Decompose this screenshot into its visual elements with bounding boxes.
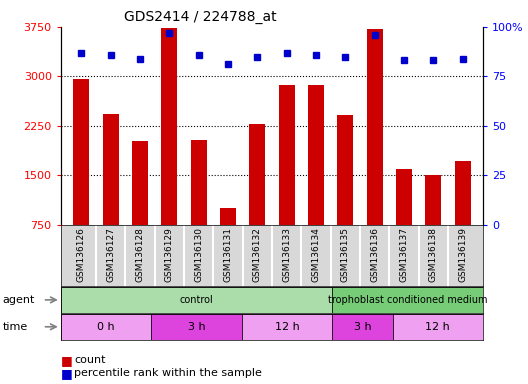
Bar (337, 114, 353, 225)
Bar (191, 140, 206, 225)
Text: 0 h: 0 h (97, 322, 115, 332)
Text: ■: ■ (61, 354, 72, 367)
Text: agent: agent (3, 295, 35, 305)
Bar (425, 175, 441, 225)
Bar (161, 28, 177, 225)
Text: GDS2414 / 224788_at: GDS2414 / 224788_at (124, 10, 277, 25)
Bar (102, 114, 119, 225)
Text: GSM136138: GSM136138 (429, 227, 438, 282)
Bar (279, 85, 295, 225)
Bar (366, 29, 383, 225)
Bar (73, 79, 89, 225)
Bar (396, 169, 412, 225)
Text: GSM136139: GSM136139 (458, 227, 467, 282)
Bar (220, 208, 236, 225)
Text: 12 h: 12 h (275, 322, 299, 332)
Text: GSM136128: GSM136128 (135, 227, 145, 282)
Text: GSM136137: GSM136137 (399, 227, 409, 282)
Text: GSM136136: GSM136136 (370, 227, 379, 282)
Text: ■: ■ (61, 367, 72, 380)
Bar (393, 314, 483, 340)
Text: percentile rank within the sample: percentile rank within the sample (74, 368, 262, 378)
Bar (249, 124, 265, 225)
Text: GSM136129: GSM136129 (165, 227, 174, 282)
Bar (61, 314, 151, 340)
Text: GSM136127: GSM136127 (106, 227, 115, 282)
Bar (132, 141, 148, 225)
Text: 12 h: 12 h (426, 322, 450, 332)
Bar (151, 314, 242, 340)
Text: GSM136130: GSM136130 (194, 227, 203, 282)
Text: count: count (74, 355, 106, 365)
Text: GSM136131: GSM136131 (223, 227, 232, 282)
Bar (61, 287, 332, 313)
Text: trophoblast conditioned medium: trophoblast conditioned medium (328, 295, 487, 305)
Text: GSM136132: GSM136132 (253, 227, 262, 282)
Bar (332, 287, 483, 313)
Text: control: control (180, 295, 213, 305)
Text: GSM136126: GSM136126 (77, 227, 86, 282)
Bar (332, 314, 393, 340)
Text: GSM136134: GSM136134 (312, 227, 320, 282)
Bar (308, 85, 324, 225)
Bar (455, 161, 470, 225)
Text: GSM136133: GSM136133 (282, 227, 291, 282)
Text: 3 h: 3 h (354, 322, 371, 332)
Bar (242, 314, 332, 340)
Text: 3 h: 3 h (187, 322, 205, 332)
Text: GSM136135: GSM136135 (341, 227, 350, 282)
Text: time: time (3, 322, 28, 332)
